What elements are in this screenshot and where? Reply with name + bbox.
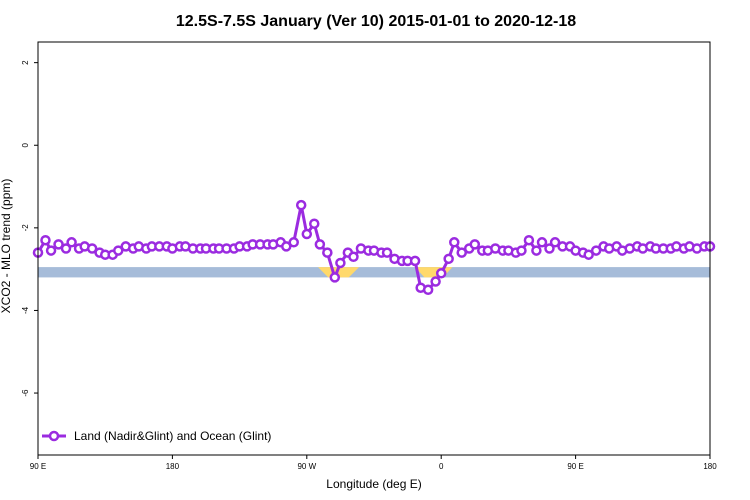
y-tick-label: -6 — [21, 389, 30, 397]
data-point — [295, 199, 307, 211]
data-point — [40, 234, 51, 246]
data-point — [66, 237, 77, 248]
legend-label: Land (Nadir&Glint) and Ocean (Glint) — [74, 429, 271, 443]
data-point — [549, 237, 561, 248]
x-tick-label: 180 — [703, 462, 717, 471]
data-point — [449, 237, 460, 248]
data-point — [281, 241, 292, 252]
y-tick-label: -2 — [21, 224, 30, 232]
data-point — [348, 251, 359, 263]
data-point — [590, 245, 602, 256]
land-segment-0 — [318, 267, 360, 278]
data-point — [60, 243, 72, 254]
data-point — [435, 268, 447, 279]
data-point — [544, 243, 555, 254]
legend: Land (Nadir&Glint) and Ocean (Glint) — [42, 429, 271, 443]
data-point — [301, 228, 313, 240]
data-point — [516, 245, 527, 256]
data-point — [381, 247, 393, 258]
data-point — [583, 249, 594, 260]
data-point — [53, 239, 64, 250]
x-tick-label: 90 E — [567, 462, 583, 471]
data-point — [86, 243, 98, 254]
data-point — [113, 245, 124, 256]
y-axis: 2 0 -2 -4 -6 — [21, 60, 38, 397]
y-tick-label: -4 — [21, 306, 30, 314]
data-point — [288, 237, 299, 248]
land-ocean-band — [38, 267, 710, 278]
x-axis-title: Longitude (deg E) — [326, 477, 421, 491]
data-point — [456, 247, 467, 258]
data-point — [309, 218, 320, 229]
plot-frame — [37, 41, 711, 456]
chart-title: 12.5S-7.5S January (Ver 10) 2015-01-01 t… — [176, 13, 576, 30]
data-point — [335, 257, 346, 269]
data-point — [430, 276, 441, 287]
data-point — [422, 284, 434, 296]
data-point — [322, 247, 333, 258]
y-tick-label: 2 — [21, 60, 30, 65]
ocean-band — [38, 267, 710, 278]
y-tick-label: 0 — [21, 142, 30, 147]
x-tick-label: 0 — [439, 462, 444, 471]
x-tick-label: 90 E — [30, 462, 46, 471]
data-point — [443, 253, 454, 265]
data-point — [531, 245, 542, 256]
x-axis: 90 E 180 90 W 0 90 E 180 — [30, 455, 717, 471]
data-point — [329, 272, 341, 283]
x-tick-label: 90 W — [297, 462, 316, 471]
y-axis-title: XCO2 - MLO trend (ppm) — [0, 179, 13, 314]
data-point — [536, 237, 548, 248]
data-point — [314, 239, 326, 250]
series-layer — [32, 199, 716, 296]
x-tick-label: 180 — [166, 462, 180, 471]
legend-marker — [48, 430, 60, 442]
data-point — [409, 255, 421, 267]
data-point — [45, 245, 57, 256]
data-point — [469, 239, 481, 250]
data-point — [523, 234, 535, 246]
